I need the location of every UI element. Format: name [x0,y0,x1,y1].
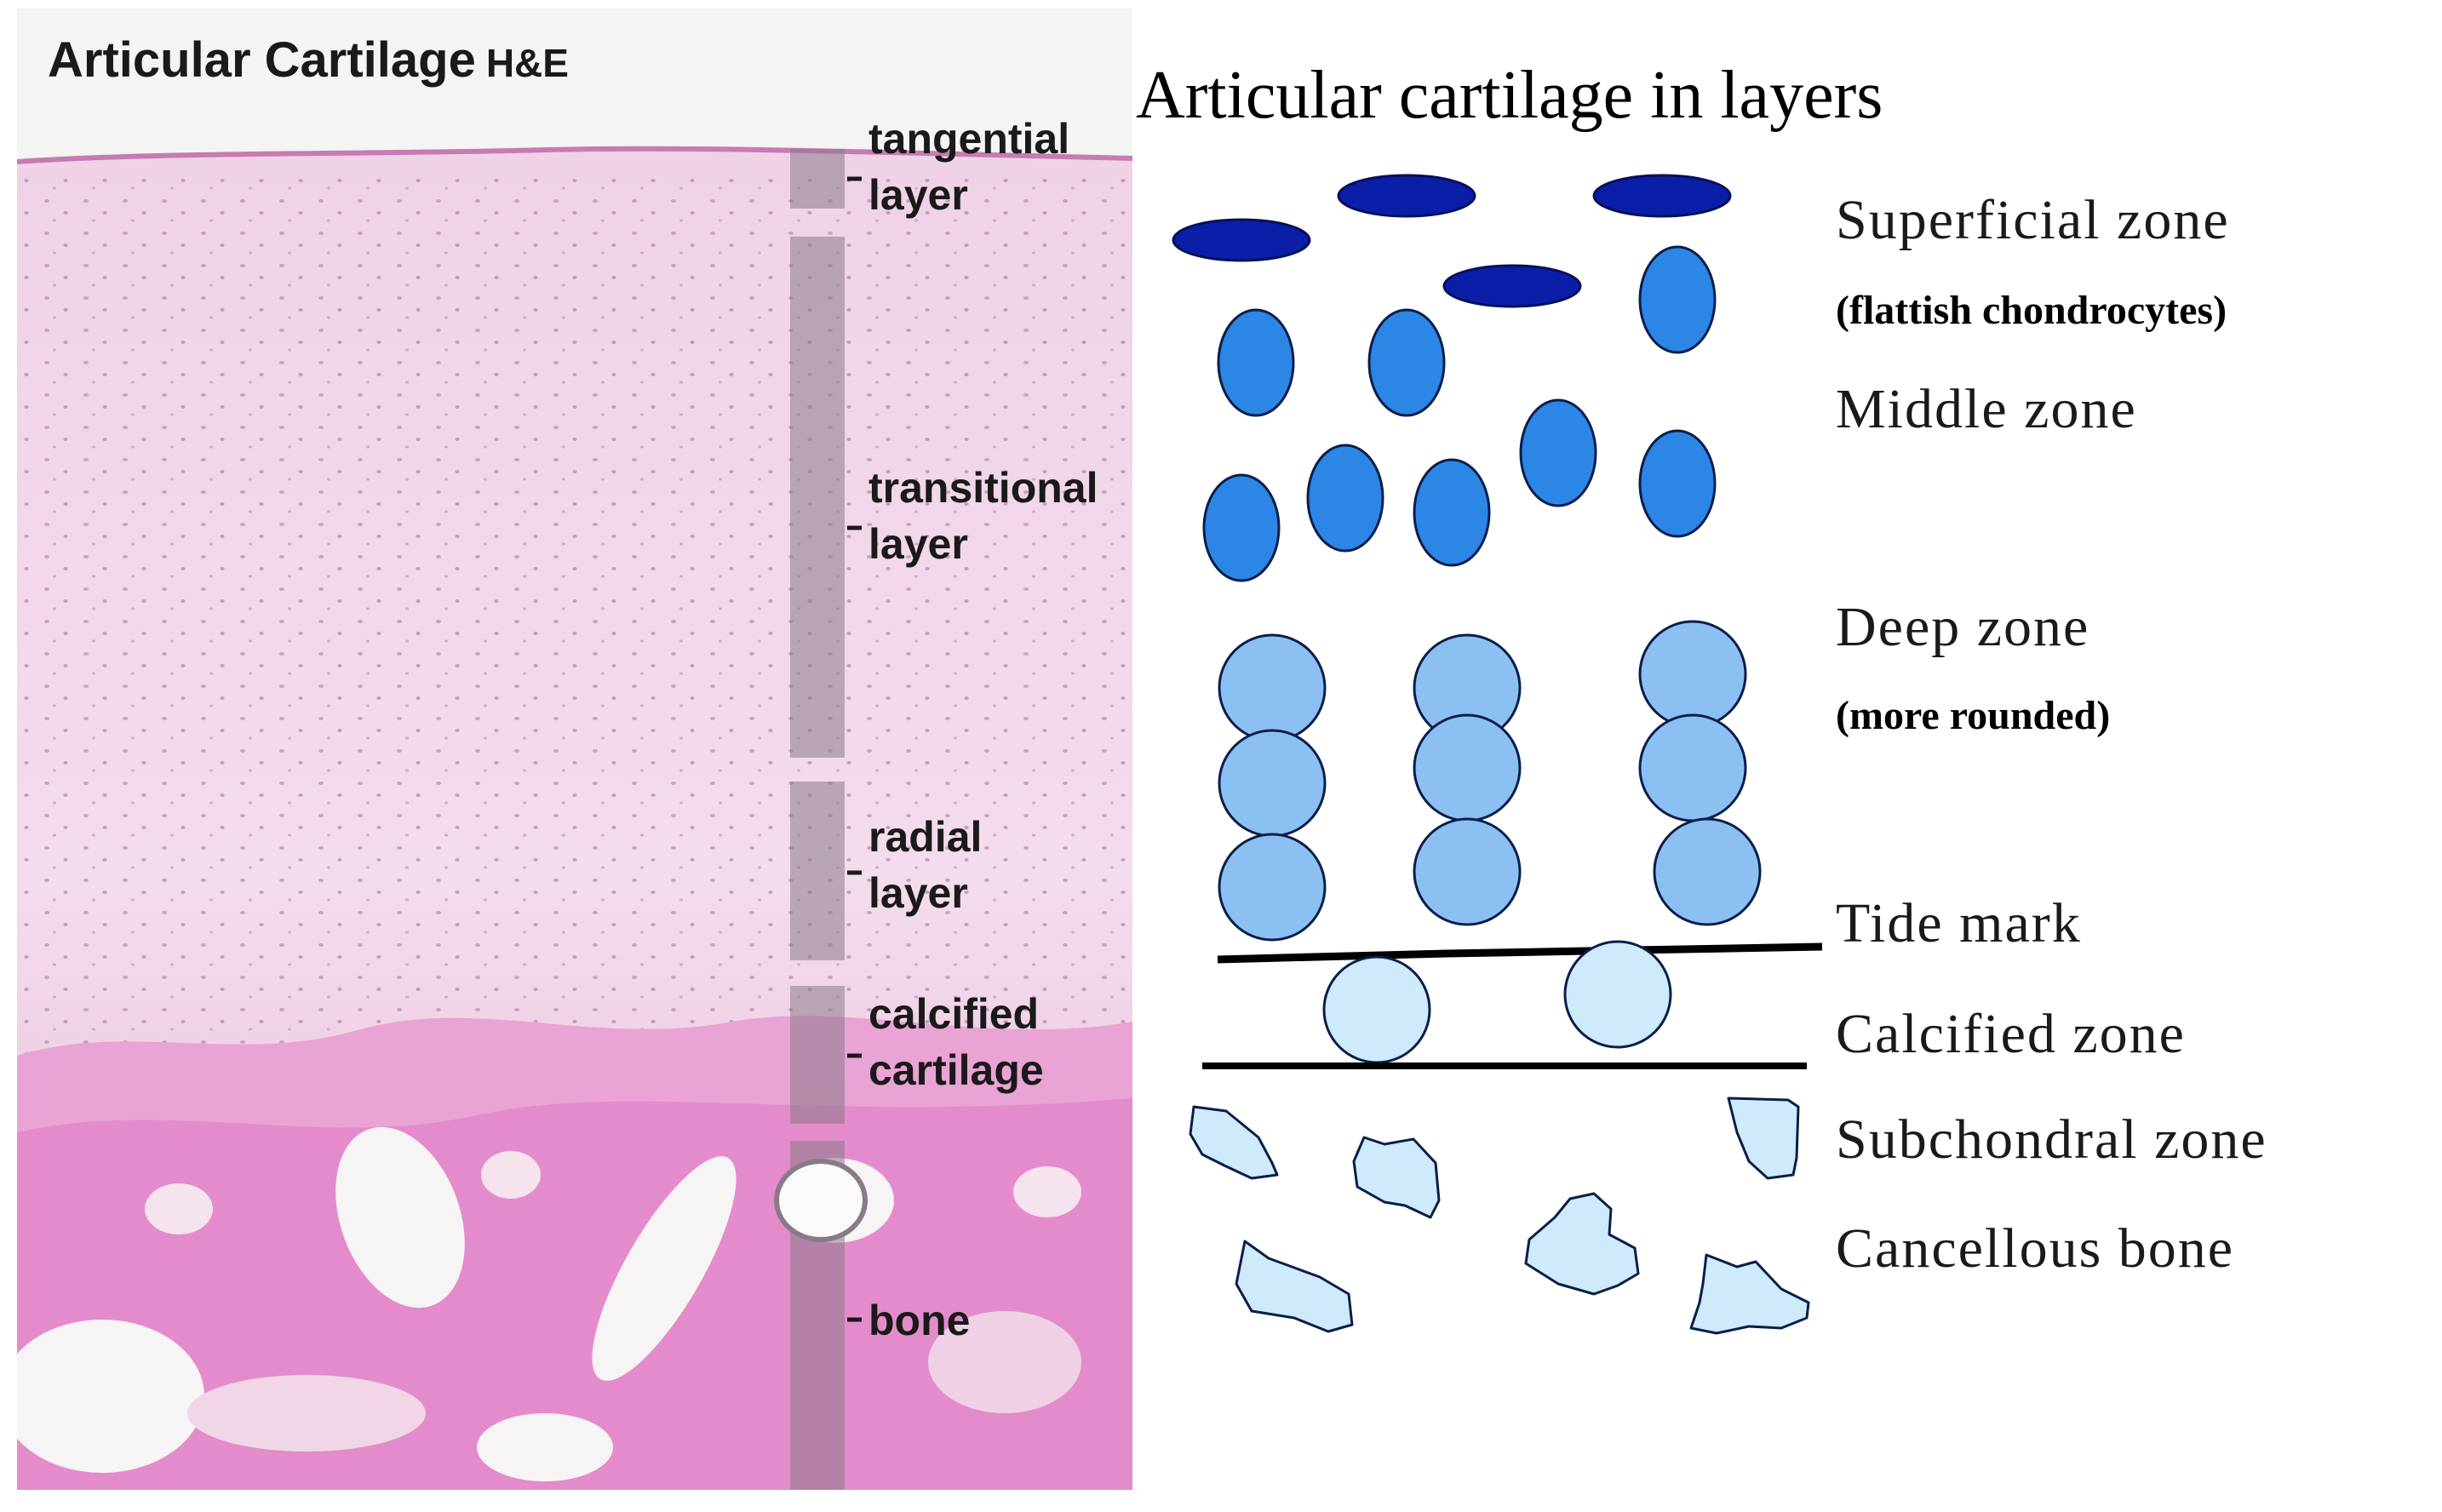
zone-label-deep: Deep zone [1836,596,2089,658]
oval-chondrocyte [1519,398,1597,507]
marrow-space [187,1375,426,1452]
tide-mark-line [1217,942,1823,964]
marrow-space [592,1156,737,1381]
flattened-chondrocyte [1337,174,1476,218]
superficial-cells [1172,174,1732,308]
zone-label-middle: Middle zone [1836,378,2137,440]
marrow-space [481,1151,541,1199]
oval-chondrocyte [1217,308,1295,417]
bone-fragment [1352,1136,1441,1219]
layer-label-tangential: tangential [868,115,1069,163]
marrow-space [145,1183,213,1234]
layer-label-calcified-2: cartilage [868,1046,1044,1094]
bone-lacuna [774,1159,868,1242]
zone-labels: Superficial zone (flattish chondrocytes)… [1836,189,2267,1280]
bone-fragments [1189,1097,1810,1335]
bone-fragment [1727,1097,1800,1180]
layer-label-radial-2: layer [868,869,968,917]
marrow-space [1013,1166,1081,1217]
layer-label-transitional-2: layer [868,520,968,568]
band-calcified [790,986,845,1124]
oval-chondrocyte [1202,473,1281,582]
calcified-chondrocyte [1563,940,1672,1049]
oval-chondrocyte [1413,458,1491,567]
rounded-chondrocyte [1218,633,1327,742]
calcified-cells [1322,940,1672,1064]
band-radial [790,782,845,960]
band-transitional [790,237,845,758]
layer-label-radial: radial [868,813,982,861]
layer-label-calcified: calcified [868,990,1039,1038]
rounded-chondrocyte [1413,713,1522,822]
marrow-space [17,1320,204,1473]
zone-label-cancellous: Cancellous bone [1836,1217,2234,1280]
rounded-chondrocyte [1218,833,1327,942]
marrow-space [928,1311,1081,1413]
oval-chondrocyte [1306,444,1384,553]
zone-label-tide-mark: Tide mark [1836,892,2082,954]
band-tangential [790,149,845,209]
flattened-chondrocyte [1172,218,1311,262]
flattened-chondrocyte [1592,174,1732,218]
bone-fragment [1189,1105,1279,1180]
rounded-chondrocyte [1638,713,1747,822]
bone-fragment [1689,1253,1810,1335]
articular-surface [17,146,1132,164]
zone-note-superficial: (flattish chondrocytes) [1836,288,2227,333]
rounded-chondrocyte [1218,729,1327,838]
histology-title: Articular Cartilage H&E [48,32,569,88]
rounded-chondrocyte [1653,817,1762,926]
layer-label-bone: bone [868,1297,970,1344]
schematic-panel: Articular cartilage in layers [1136,58,2267,1335]
deep-cells [1218,620,1762,942]
layer-label-transitional: transitional [868,464,1098,512]
chondrocyte-texture [17,170,1132,1107]
zone-label-superficial: Superficial zone [1836,189,2230,251]
bone-fragment [1524,1192,1640,1296]
oval-chondrocyte [1367,308,1446,417]
zone-label-subchondral: Subchondral zone [1836,1108,2267,1171]
layer-label-tangential-2: layer [868,171,968,219]
stain-label: H&E [486,41,569,85]
zone-label-calcified: Calcified zone [1836,1003,2186,1065]
calcified-chondrocyte [1322,955,1431,1064]
rounded-chondrocyte [1413,817,1522,926]
marrow-space [477,1413,613,1481]
flattened-chondrocyte [1442,264,1582,308]
zone-note-deep: (more rounded) [1836,693,2110,738]
diagram-title: Articular cartilage in layers [1136,58,1883,133]
layer-ticks [847,176,862,1322]
rounded-chondrocyte [1638,620,1747,729]
bone-fragment [1235,1240,1354,1333]
oval-chondrocyte [1638,429,1717,538]
layer-bands [790,149,845,1490]
middle-cells [1202,245,1717,582]
histology-panel [17,9,1132,1490]
marrow-space [335,1126,465,1309]
histology-layer-labels: tangential layer transitional layer radi… [868,115,1098,1344]
oval-chondrocyte [1638,245,1717,354]
